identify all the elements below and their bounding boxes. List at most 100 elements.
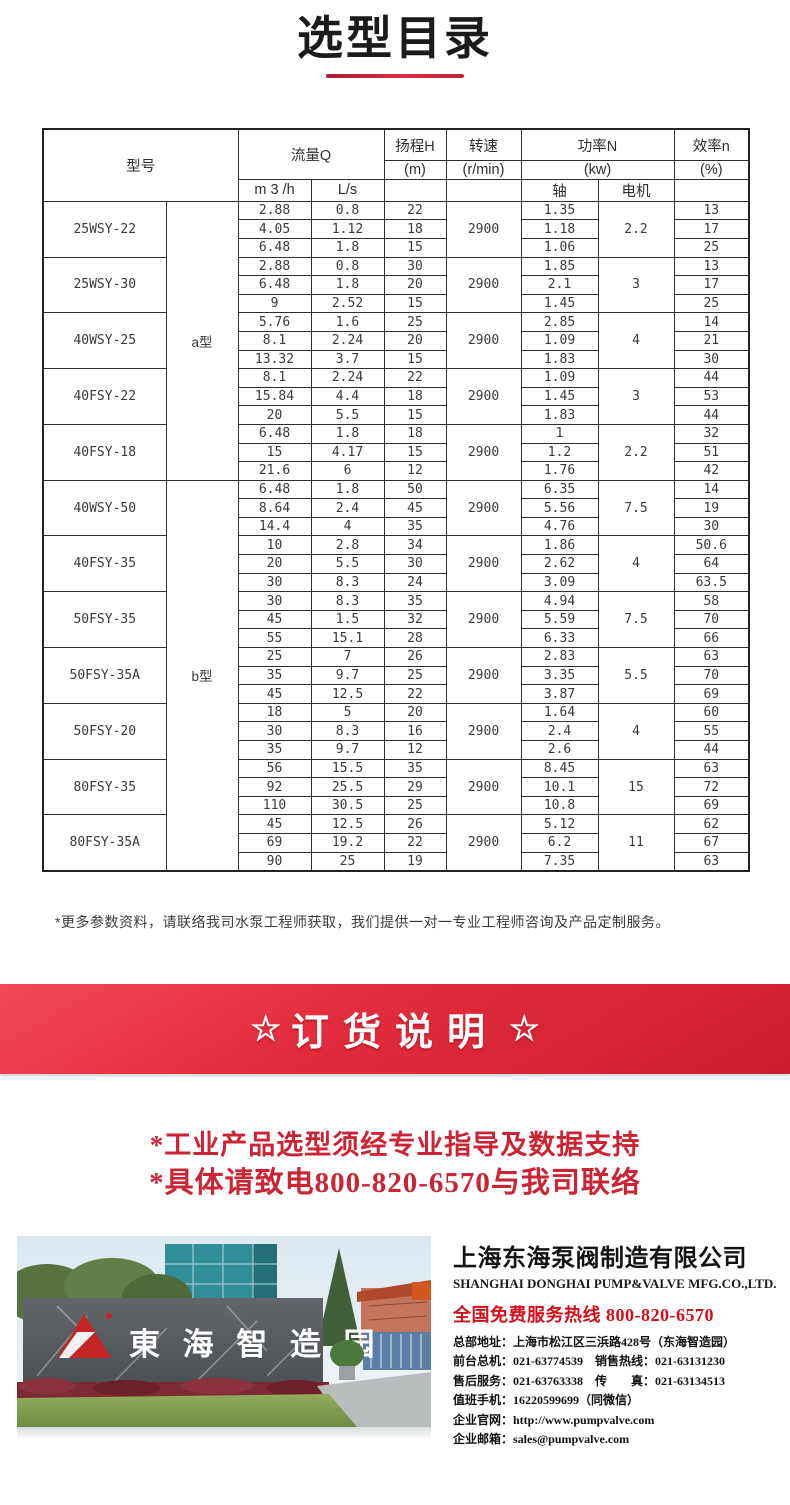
warning-line-1: *工业产品选型须经专业指导及数据支持: [149, 1129, 641, 1160]
flow-ls-cell: 8.3: [310, 721, 385, 742]
shaft-power-cell: 3.09: [520, 572, 599, 593]
shaft-power-cell: 1.64: [520, 702, 599, 723]
head-cell: 20: [383, 275, 447, 295]
efficiency-cell: 14: [673, 479, 750, 500]
flow-m3h-cell: 110: [237, 795, 312, 816]
header-flow-ls: L/s: [310, 178, 385, 202]
efficiency-cell: 53: [673, 386, 750, 407]
efficiency-cell: 25: [673, 237, 750, 258]
head-cell: 25: [383, 312, 447, 332]
shaft-power-cell: 8.45: [520, 758, 599, 779]
shaft-power-cell: 4.76: [520, 516, 599, 537]
table-row: 4.05 1.12 18 1.18 17: [43, 219, 750, 239]
efficiency-cell: 50.6: [673, 535, 750, 556]
flow-m3h-cell: 9: [237, 293, 312, 314]
efficiency-cell: 25: [673, 293, 750, 314]
speed-cell: 2900: [445, 758, 522, 816]
head-cell: 22: [383, 368, 447, 388]
shaft-power-cell: 2.4: [520, 721, 599, 742]
head-cell: 26: [383, 814, 447, 834]
selection-table-section: 型号 流量Q 扬程H 转速 功率N 效率n (m) (r/min) (kw) (…: [42, 128, 790, 872]
flow-ls-cell: 9.7: [310, 665, 385, 686]
flow-ls-cell: 0.8: [310, 200, 385, 221]
flow-ls-cell: 2.8: [310, 535, 385, 556]
header-power: 功率N: [520, 128, 675, 161]
shaft-power-cell: 2.1: [520, 275, 599, 295]
flow-m3h-cell: 8.64: [237, 498, 312, 518]
table-row: 50FSY-35A 25 7 26 2900 2.83 5.5 63: [42, 647, 750, 704]
table-row: 80FSY-35A 45 12.5 26 2900 5.12 11 62: [42, 814, 750, 872]
after-sales-line: 售后服务：021-63763338 传 真：021-63134513: [453, 1373, 725, 1388]
motor-power-cell: 4: [597, 535, 675, 593]
speed-cell: 2900: [445, 256, 522, 314]
head-cell: 35: [383, 516, 447, 537]
company-name-en: SHANGHAI DONGHAI PUMP&VALVE MFG.CO.,LTD.: [453, 1275, 777, 1291]
speed-cell: 2900: [445, 591, 522, 649]
head-cell: 35: [383, 591, 447, 611]
flow-ls-cell: 4.4: [310, 386, 385, 407]
shaft-power-cell: 1.86: [520, 535, 599, 556]
table-row: 8.64 2.4 45 5.56 19: [43, 498, 750, 518]
head-cell: 19: [383, 851, 447, 872]
motor-power-cell: 15: [597, 758, 675, 816]
table-row: 92 25.5 29 10.1 72: [43, 777, 750, 797]
company-logo: [57, 1312, 112, 1358]
table-row: 9 2.52 15 1.45 25: [43, 293, 750, 314]
head-cell: 26: [383, 647, 447, 667]
head-cell: 15: [383, 293, 447, 314]
efficiency-cell: 55: [673, 721, 750, 742]
head-cell: 24: [383, 572, 447, 593]
speed-cell: 2900: [445, 368, 522, 425]
efficiency-cell: 72: [673, 777, 750, 797]
head-cell: 34: [383, 535, 447, 556]
efficiency-cell: 63: [673, 758, 750, 779]
efficiency-cell: 13: [673, 256, 750, 277]
motor-power-cell: 4: [597, 312, 675, 370]
speed-cell: 2900: [445, 702, 522, 760]
speed-cell: 2900: [445, 647, 522, 704]
head-cell: 28: [383, 628, 447, 649]
table-row: 40FSY-18 6.48 1.8 18 2900 1 2.2 32: [42, 423, 750, 481]
table-row: 15 4.17 15 1.2 51: [43, 442, 750, 463]
flow-m3h-cell: 6.48: [237, 275, 312, 295]
speed-cell: 2900: [445, 535, 522, 593]
shaft-power-cell: 1.09: [520, 330, 599, 351]
model-cell: 50FSY-20: [42, 702, 167, 760]
shaft-power-cell: 1.76: [520, 461, 599, 481]
efficiency-cell: 17: [673, 219, 750, 239]
head-cell: 20: [383, 702, 447, 723]
shaft-power-cell: 5.56: [520, 498, 599, 518]
flow-ls-cell: 1.8: [310, 275, 385, 295]
flow-m3h-cell: 25: [237, 647, 312, 667]
flow-ls-cell: 8.3: [310, 572, 385, 593]
model-cell: 40FSY-35: [42, 535, 167, 593]
title-underline: [326, 74, 464, 79]
flow-ls-cell: 30.5: [310, 795, 385, 816]
email-line: 企业邮箱：sales@pumpvalve.com: [453, 1432, 630, 1447]
efficiency-cell: 62: [673, 814, 750, 834]
efficiency-cell: 30: [673, 349, 750, 370]
head-cell: 20: [383, 330, 447, 351]
table-footnote: *更多参数资料，请联络我司水泵工程师获取，我们提供一对一专业工程师咨询及产品定制…: [55, 913, 670, 930]
pump-selection-table: 型号 流量Q 扬程H 转速 功率N 效率n (m) (r/min) (kw) (…: [42, 128, 751, 872]
efficiency-cell: 58: [673, 591, 750, 611]
photo-gate: [363, 1331, 431, 1370]
flow-m3h-cell: 69: [237, 832, 312, 853]
motor-power-cell: 4: [597, 702, 675, 760]
table-row: 30 8.3 24 3.09 63.5: [43, 572, 750, 593]
flow-ls-cell: 1.5: [310, 609, 385, 630]
shaft-power-cell: 1.18: [520, 219, 599, 239]
motor-power-cell: 11: [597, 814, 675, 872]
shaft-power-cell: 6.2: [520, 832, 599, 853]
head-cell: 30: [383, 554, 447, 574]
flow-m3h-cell: 2.88: [237, 256, 312, 277]
flow-m3h-cell: 45: [237, 609, 312, 630]
shaft-power-cell: 1.06: [520, 237, 599, 258]
efficiency-cell: 14: [673, 312, 750, 332]
header-power-unit: (kw): [520, 159, 675, 180]
photo-driveway: [317, 1371, 431, 1427]
flow-ls-cell: 19.2: [310, 832, 385, 853]
shaft-power-cell: 3.87: [520, 684, 599, 704]
speed-cell: 2900: [445, 312, 522, 370]
head-cell: 18: [383, 386, 447, 407]
